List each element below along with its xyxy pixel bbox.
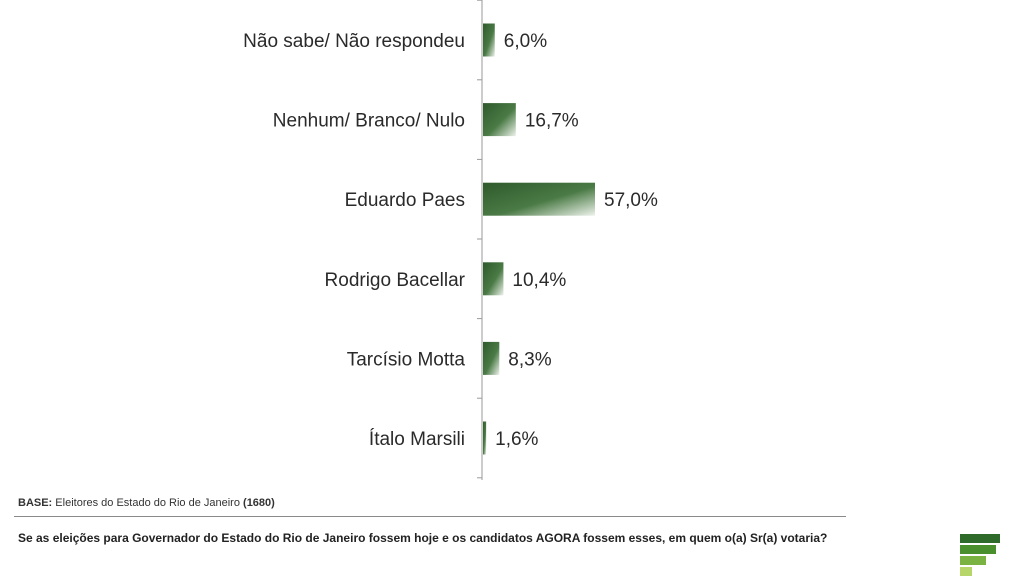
- logo-bar-1: [960, 534, 1000, 543]
- green-stacked-bars-logo: [960, 534, 1000, 576]
- value-label: 1,6%: [495, 429, 538, 450]
- category-label: Não sabe/ Não respondeu: [243, 31, 465, 52]
- bar: [483, 23, 495, 57]
- category-label: Eduardo Paes: [345, 190, 465, 211]
- base-text: Eleitores do Estado do Rio de Janeiro: [55, 497, 240, 509]
- bar: [483, 341, 500, 375]
- logo-bar-4: [960, 567, 972, 576]
- value-label: 16,7%: [525, 111, 579, 132]
- base-note: BASE: Eleitores do Estado do Rio de Jane…: [18, 497, 275, 509]
- value-label: 6,0%: [504, 31, 547, 52]
- base-count: (1680): [243, 497, 275, 509]
- bar: [483, 421, 487, 455]
- category-label: Tarcísio Motta: [347, 349, 466, 370]
- category-label: Nenhum/ Branco/ Nulo: [273, 111, 465, 132]
- logo-bar-2: [960, 545, 996, 554]
- value-label: 57,0%: [604, 190, 658, 211]
- logo-bar-3: [960, 556, 986, 565]
- value-label: 8,3%: [508, 349, 551, 370]
- footer-divider: [14, 516, 846, 517]
- bar: [483, 262, 504, 296]
- category-label: Ítalo Marsili: [369, 429, 465, 450]
- base-label: BASE:: [18, 497, 53, 509]
- survey-question: Se as eleições para Governador do Estado…: [18, 531, 828, 545]
- bar: [483, 182, 595, 216]
- bar-chart: Não sabe/ Não respondeu Nenhum/ Branco/ N…: [243, 0, 658, 480]
- value-label: 10,4%: [512, 270, 566, 291]
- bar: [483, 103, 516, 137]
- category-label: Rodrigo Bacellar: [325, 270, 466, 291]
